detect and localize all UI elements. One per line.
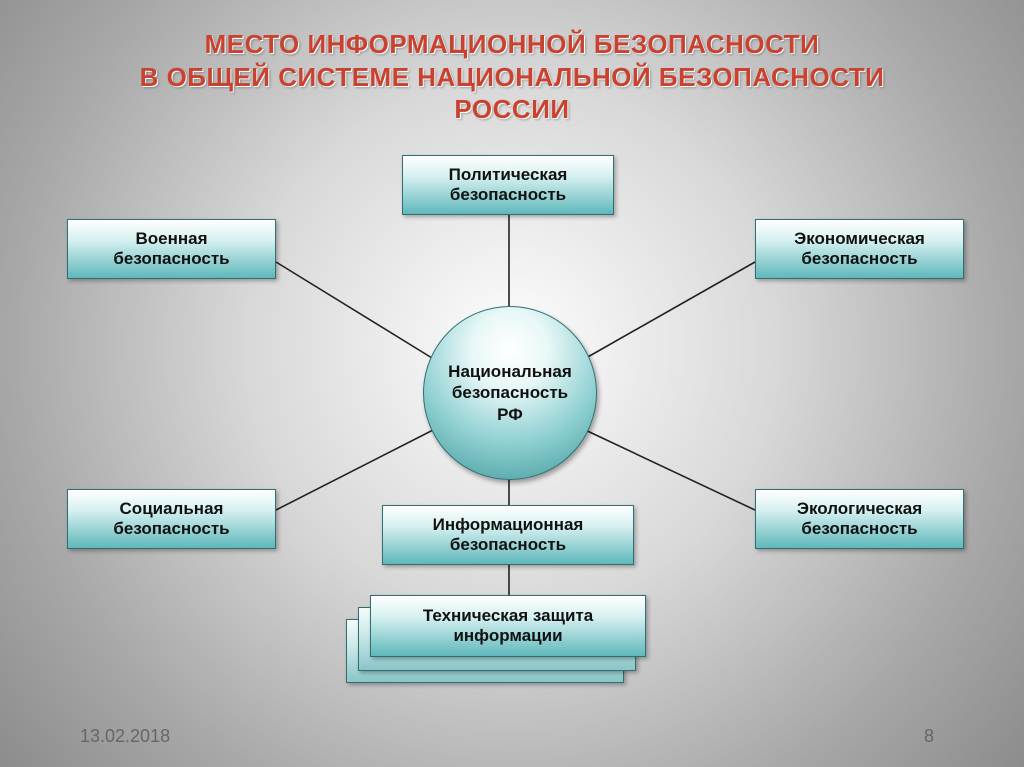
node-label: Социальнаябезопасность (113, 499, 229, 540)
footer-date: 13.02.2018 (80, 726, 170, 747)
node-military-security: Военнаябезопасность (67, 219, 276, 279)
node-label: Техническая защитаинформации (423, 606, 593, 647)
node-economic-security: Экономическаябезопасность (755, 219, 964, 279)
slide-title: МЕСТО ИНФОРМАЦИОННОЙ БЕЗОПАСНОСТИВ ОБЩЕЙ… (0, 28, 1024, 126)
node-ecological-security: Экологическаябезопасность (755, 489, 964, 549)
slide: МЕСТО ИНФОРМАЦИОННОЙ БЕЗОПАСНОСТИВ ОБЩЕЙ… (0, 0, 1024, 767)
node-label: Экономическаябезопасность (794, 229, 925, 270)
node-label: Политическаябезопасность (449, 165, 568, 206)
node-label: Информационнаябезопасность (433, 515, 584, 556)
node-technical-protection: Техническая защитаинформации (370, 595, 646, 657)
center-node-national-security: НациональнаябезопасностьРФ (423, 306, 597, 480)
center-node-label: НациональнаябезопасностьРФ (448, 361, 572, 425)
node-information-security: Информационнаябезопасность (382, 505, 634, 565)
node-social-security: Социальнаябезопасность (67, 489, 276, 549)
node-political-security: Политическаябезопасность (402, 155, 614, 215)
node-label: Экологическаябезопасность (797, 499, 922, 540)
footer-page-number: 8 (924, 726, 934, 747)
node-label: Военнаябезопасность (113, 229, 229, 270)
